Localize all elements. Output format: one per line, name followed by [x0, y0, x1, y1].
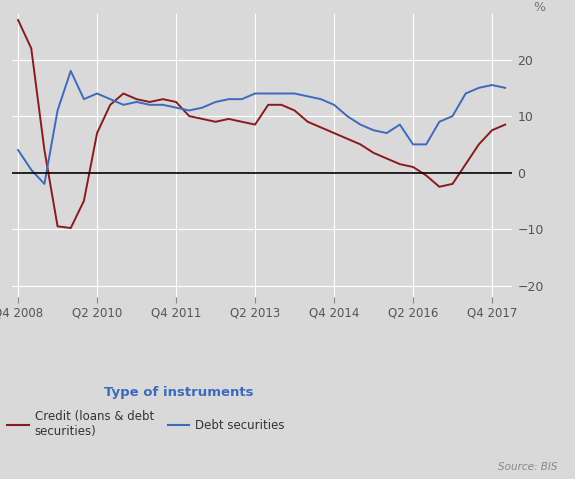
- Text: Source: BIS: Source: BIS: [499, 462, 558, 472]
- Legend: Credit (loans & debt
securities), Debt securities: Credit (loans & debt securities), Debt s…: [7, 410, 285, 438]
- Text: Type of instruments: Type of instruments: [104, 386, 253, 399]
- Y-axis label: %: %: [533, 1, 545, 14]
